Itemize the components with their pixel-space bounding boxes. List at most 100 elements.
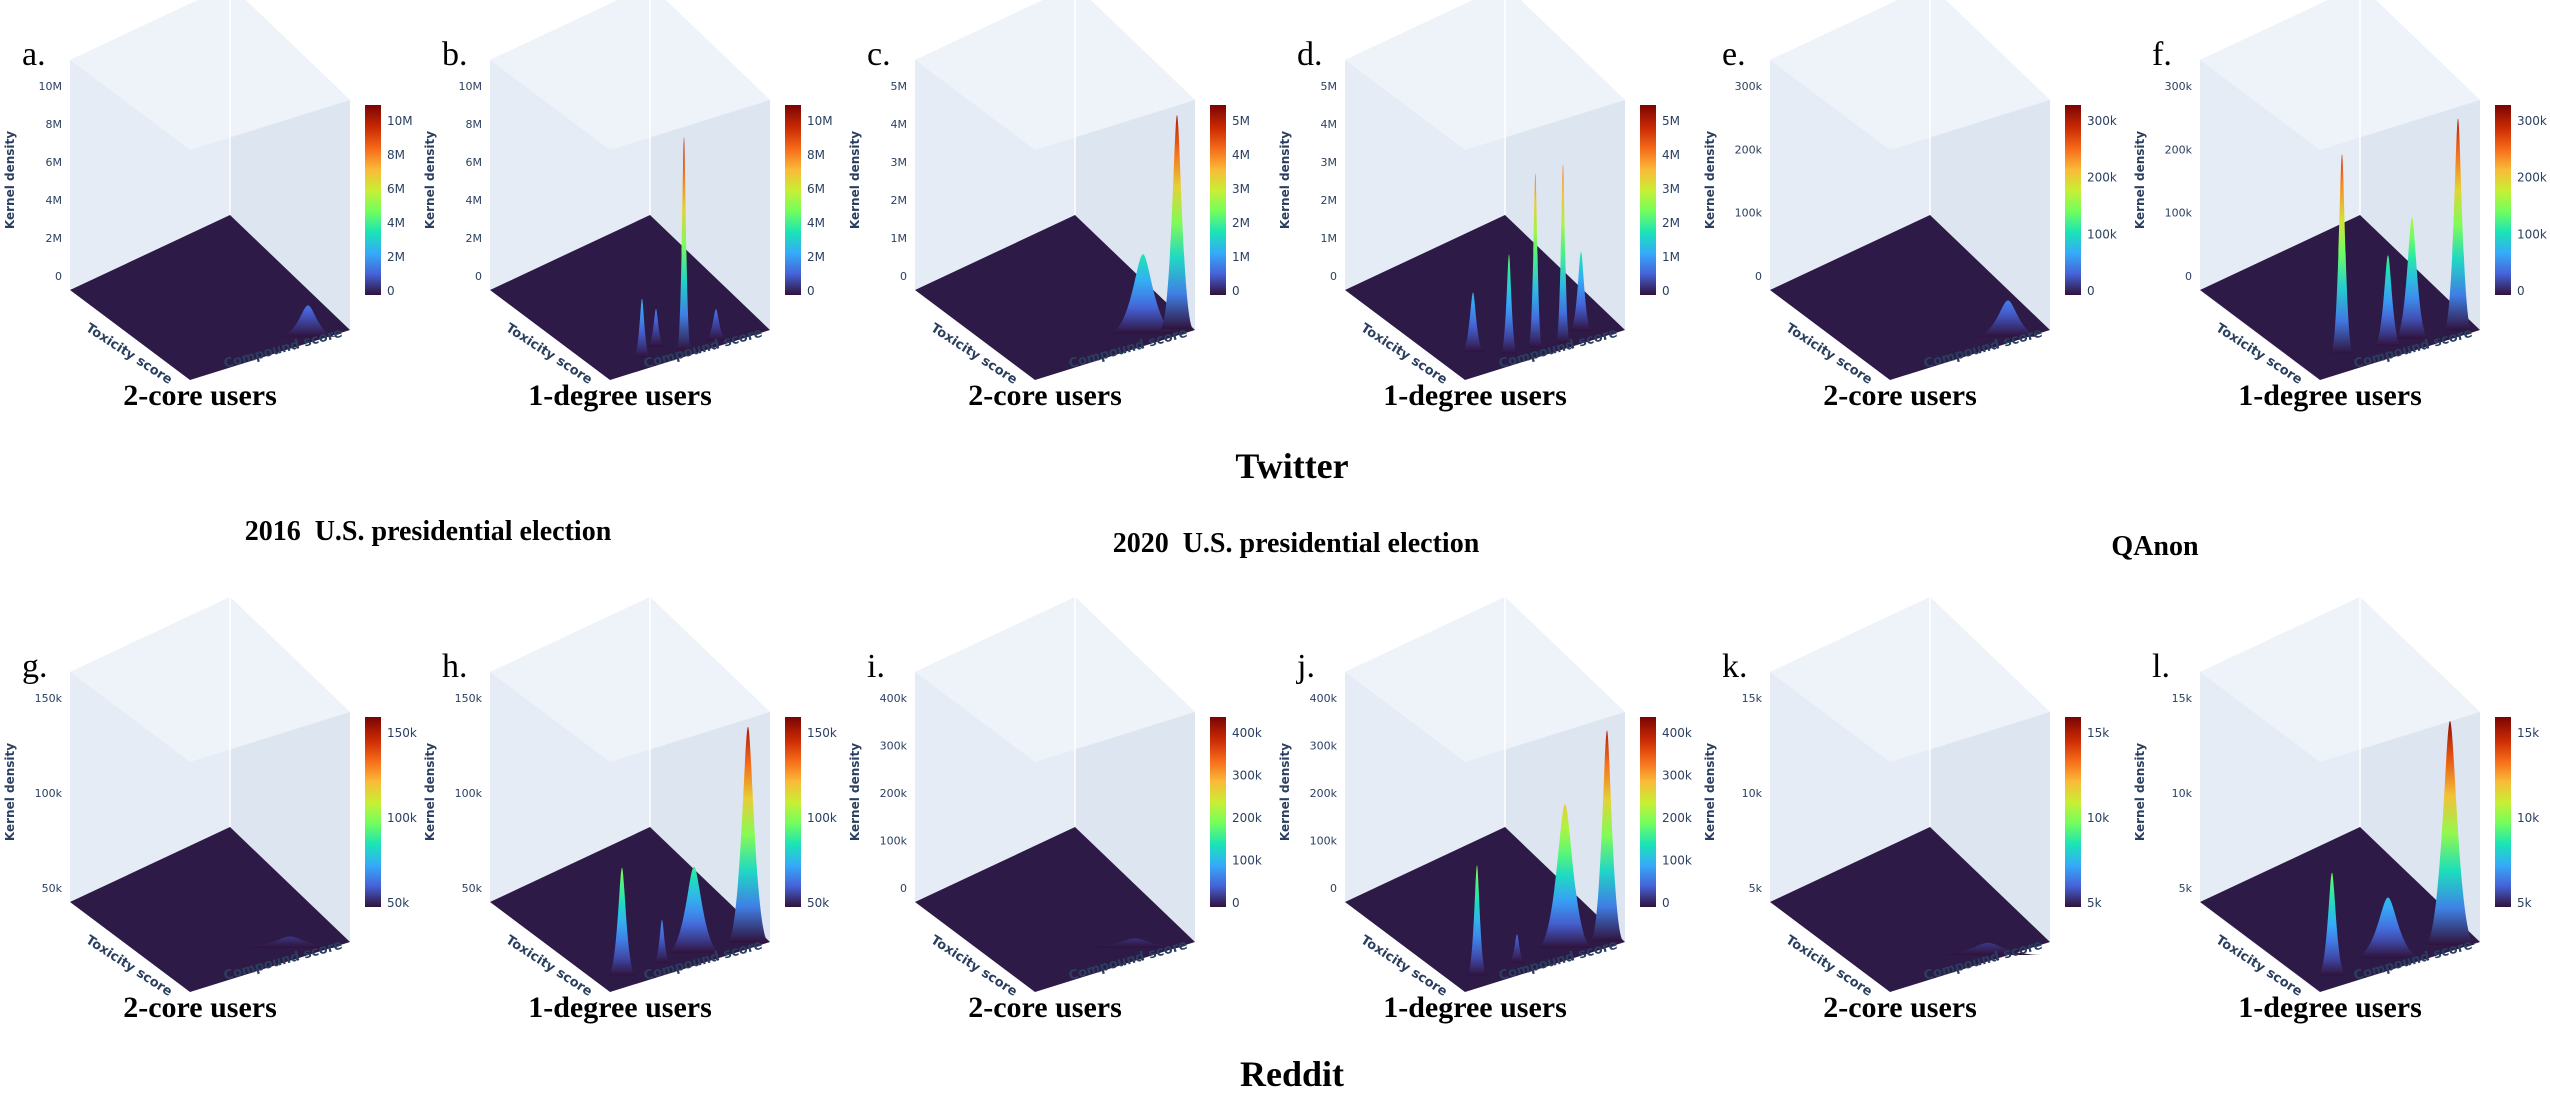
colorbar <box>2065 717 2081 907</box>
colorbar-tick-label: 5k <box>2517 896 2532 910</box>
top-face <box>1345 0 1625 150</box>
z-tick-label: 150k <box>35 692 63 705</box>
colorbar-tick-label: 400k <box>1232 726 1262 740</box>
density-peak <box>1932 942 2044 955</box>
colorbar <box>1210 717 1226 907</box>
panel-title: 1-degree users <box>2238 379 2422 412</box>
colorbar <box>365 717 381 907</box>
colorbar <box>2495 105 2511 295</box>
z-tick-label: 100k <box>1310 835 1338 848</box>
panel-letter: k. <box>1722 648 1748 685</box>
colorbar <box>1210 105 1226 295</box>
colorbar-tick-label: 5M <box>1232 114 1250 128</box>
z-tick-label: 0 <box>475 270 482 283</box>
z-tick-label: 150k <box>455 692 483 705</box>
z-tick-label: 4M <box>466 194 483 207</box>
z-tick-label: 10k <box>2172 787 2193 800</box>
z-tick-label: 8M <box>46 118 63 131</box>
colorbar <box>2495 717 2511 907</box>
panel-title: 1-degree users <box>1383 991 1567 1024</box>
z-tick-label: 0 <box>900 270 907 283</box>
colorbar-tick-label: 200k <box>1232 811 1262 825</box>
z-tick-label: 100k <box>455 787 483 800</box>
z-tick-label: 100k <box>880 835 908 848</box>
panel-letter: f. <box>2152 36 2172 73</box>
z-tick-label: 0 <box>1755 270 1762 283</box>
panel-letter: l. <box>2152 648 2170 685</box>
row-label-reddit: Reddit <box>1240 1054 1344 1094</box>
z-tick-label: 200k <box>1735 143 1763 156</box>
z-axis-label: Kernel density <box>1703 743 1717 841</box>
colorbar-tick-label: 4M <box>807 216 825 230</box>
colorbar-tick-label: 100k <box>1232 854 1262 868</box>
z-tick-label: 0 <box>2185 270 2192 283</box>
surface-floor <box>915 215 1195 380</box>
z-tick-label: 1M <box>891 232 908 245</box>
surface-floor <box>915 827 1195 992</box>
density-peak <box>2374 255 2402 346</box>
colorbar-tick-label: 100k <box>387 811 417 825</box>
colorbar-tick-label: 8M <box>807 148 825 162</box>
colorbar-tick-label: 200k <box>2087 171 2117 185</box>
surface-floor <box>70 827 350 992</box>
colorbar-tick-label: 0 <box>807 284 815 298</box>
panel-letter: h. <box>442 648 468 685</box>
z-tick-label: 0 <box>55 270 62 283</box>
panel-title: 2-core users <box>1823 991 1977 1024</box>
colorbar-tick-label: 0 <box>387 284 395 298</box>
z-tick-label: 10M <box>39 80 63 93</box>
z-axis-label: Kernel density <box>2133 743 2147 841</box>
z-tick-label: 300k <box>2165 80 2193 93</box>
density-peak <box>2330 154 2354 354</box>
z-tick-label: 100k <box>2165 207 2193 220</box>
z-axis-label: Kernel density <box>1278 743 1292 841</box>
surface-floor <box>1770 215 2050 380</box>
z-tick-label: 200k <box>2165 143 2193 156</box>
z-tick-label: 6M <box>466 156 483 169</box>
surface-floor <box>70 215 350 380</box>
colorbar-tick-label: 4M <box>387 216 405 230</box>
surface-floor <box>490 215 770 380</box>
top-face <box>70 597 350 762</box>
colorbar-tick-label: 1M <box>1662 250 1680 264</box>
group-label-2020: 2020 U.S. presidential election <box>1113 528 1480 559</box>
z-axis-label: Kernel density <box>848 743 862 841</box>
z-axis-label: Kernel density <box>2133 131 2147 229</box>
panel-title: 2-core users <box>968 991 1122 1024</box>
z-tick-label: 200k <box>880 787 908 800</box>
panel-letter: a. <box>22 36 46 73</box>
row-label-twitter: Twitter <box>1235 446 1348 486</box>
top-face <box>915 597 1195 762</box>
colorbar <box>785 717 801 907</box>
z-tick-label: 2M <box>466 232 483 245</box>
z-tick-label: 5M <box>1321 80 1338 93</box>
colorbar <box>785 105 801 295</box>
panel-title: 2-core users <box>1823 379 1977 412</box>
panel-title: 1-degree users <box>1383 379 1567 412</box>
colorbar-tick-label: 0 <box>1662 284 1670 298</box>
panel-title: 1-degree users <box>2238 991 2422 1024</box>
density-peak <box>653 919 671 963</box>
colorbar-tick-label: 300k <box>1232 769 1262 783</box>
density-peak <box>1160 115 1194 330</box>
z-tick-label: 6M <box>46 156 63 169</box>
panel-title: 2-core users <box>968 379 1122 412</box>
panel-letter: i. <box>867 648 885 685</box>
z-axis-label: Kernel density <box>3 131 17 229</box>
colorbar-tick-label: 5M <box>1662 114 1680 128</box>
z-tick-label: 200k <box>1310 787 1338 800</box>
z-axis-label: Kernel density <box>1278 131 1292 229</box>
z-tick-label: 3M <box>1321 156 1338 169</box>
colorbar-tick-label: 10k <box>2517 811 2539 825</box>
colorbar-tick-label: 100k <box>2087 227 2117 241</box>
